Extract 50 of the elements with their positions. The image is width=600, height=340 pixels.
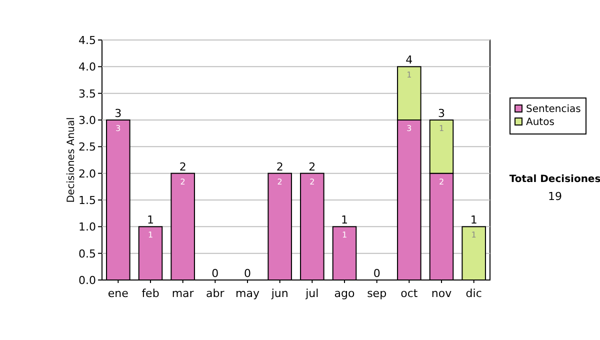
total-label: 0 xyxy=(212,267,219,280)
data-label: 2 xyxy=(180,177,186,186)
y-tick-label: 4.5 xyxy=(78,34,96,47)
y-tick-label: 4.0 xyxy=(78,60,96,74)
total-label: 0 xyxy=(244,267,251,280)
x-tick-label: abr xyxy=(206,287,225,300)
total-label: 2 xyxy=(276,160,284,174)
data-label: 1 xyxy=(406,70,412,80)
data-label: 3 xyxy=(406,124,412,133)
total-label: 1 xyxy=(470,214,478,227)
x-tick-label: jun xyxy=(270,287,288,300)
x-tick-label: ago xyxy=(334,287,355,300)
data-label: 2 xyxy=(438,177,444,186)
y-tick-label: 2.5 xyxy=(78,140,96,154)
data-label: 2 xyxy=(277,177,282,186)
y-axis-title: Decisiones Anual xyxy=(66,117,77,203)
data-label: 2 xyxy=(310,177,315,186)
y-tick-label: 3.0 xyxy=(78,114,96,127)
legend-label: Autos xyxy=(526,117,554,128)
data-label: 3 xyxy=(116,124,121,133)
total-label: 3 xyxy=(438,107,445,120)
x-tick-label: feb xyxy=(142,287,160,300)
x-tick-label: mar xyxy=(172,287,194,300)
total-label: 2 xyxy=(179,160,186,174)
text: 19 xyxy=(548,190,562,203)
x-tick-label: ene xyxy=(108,287,129,300)
data-label: 1 xyxy=(438,124,444,133)
total-label: 1 xyxy=(147,214,154,227)
x-tick-label: sep xyxy=(367,287,387,300)
x-tick-label: nov xyxy=(431,287,452,300)
data-label: 1 xyxy=(148,230,154,240)
total-label: 1 xyxy=(341,214,348,227)
y-tick-label: 1.0 xyxy=(78,220,96,234)
data-label: 1 xyxy=(342,230,348,240)
x-tick-label: jul xyxy=(304,287,319,300)
total-label: 2 xyxy=(308,160,316,174)
total-label: 3 xyxy=(114,107,122,120)
x-tick-label: oct xyxy=(400,287,418,300)
y-tick-label: 2.0 xyxy=(78,167,96,180)
data-label: 1 xyxy=(471,230,476,240)
x-tick-label: may xyxy=(236,287,260,300)
y-tick-label: 0.5 xyxy=(78,247,96,260)
x-tick-label: dic xyxy=(466,287,482,300)
y-tick-label: 1.5 xyxy=(78,194,96,207)
y-tick-label: 3.5 xyxy=(78,87,96,100)
legend-label: Sentencias xyxy=(526,104,581,115)
total-label: 0 xyxy=(373,267,380,280)
y-tick-label: 0.0 xyxy=(78,274,96,287)
text: Total Decisiones xyxy=(509,174,600,185)
total-label: 4 xyxy=(406,54,413,67)
